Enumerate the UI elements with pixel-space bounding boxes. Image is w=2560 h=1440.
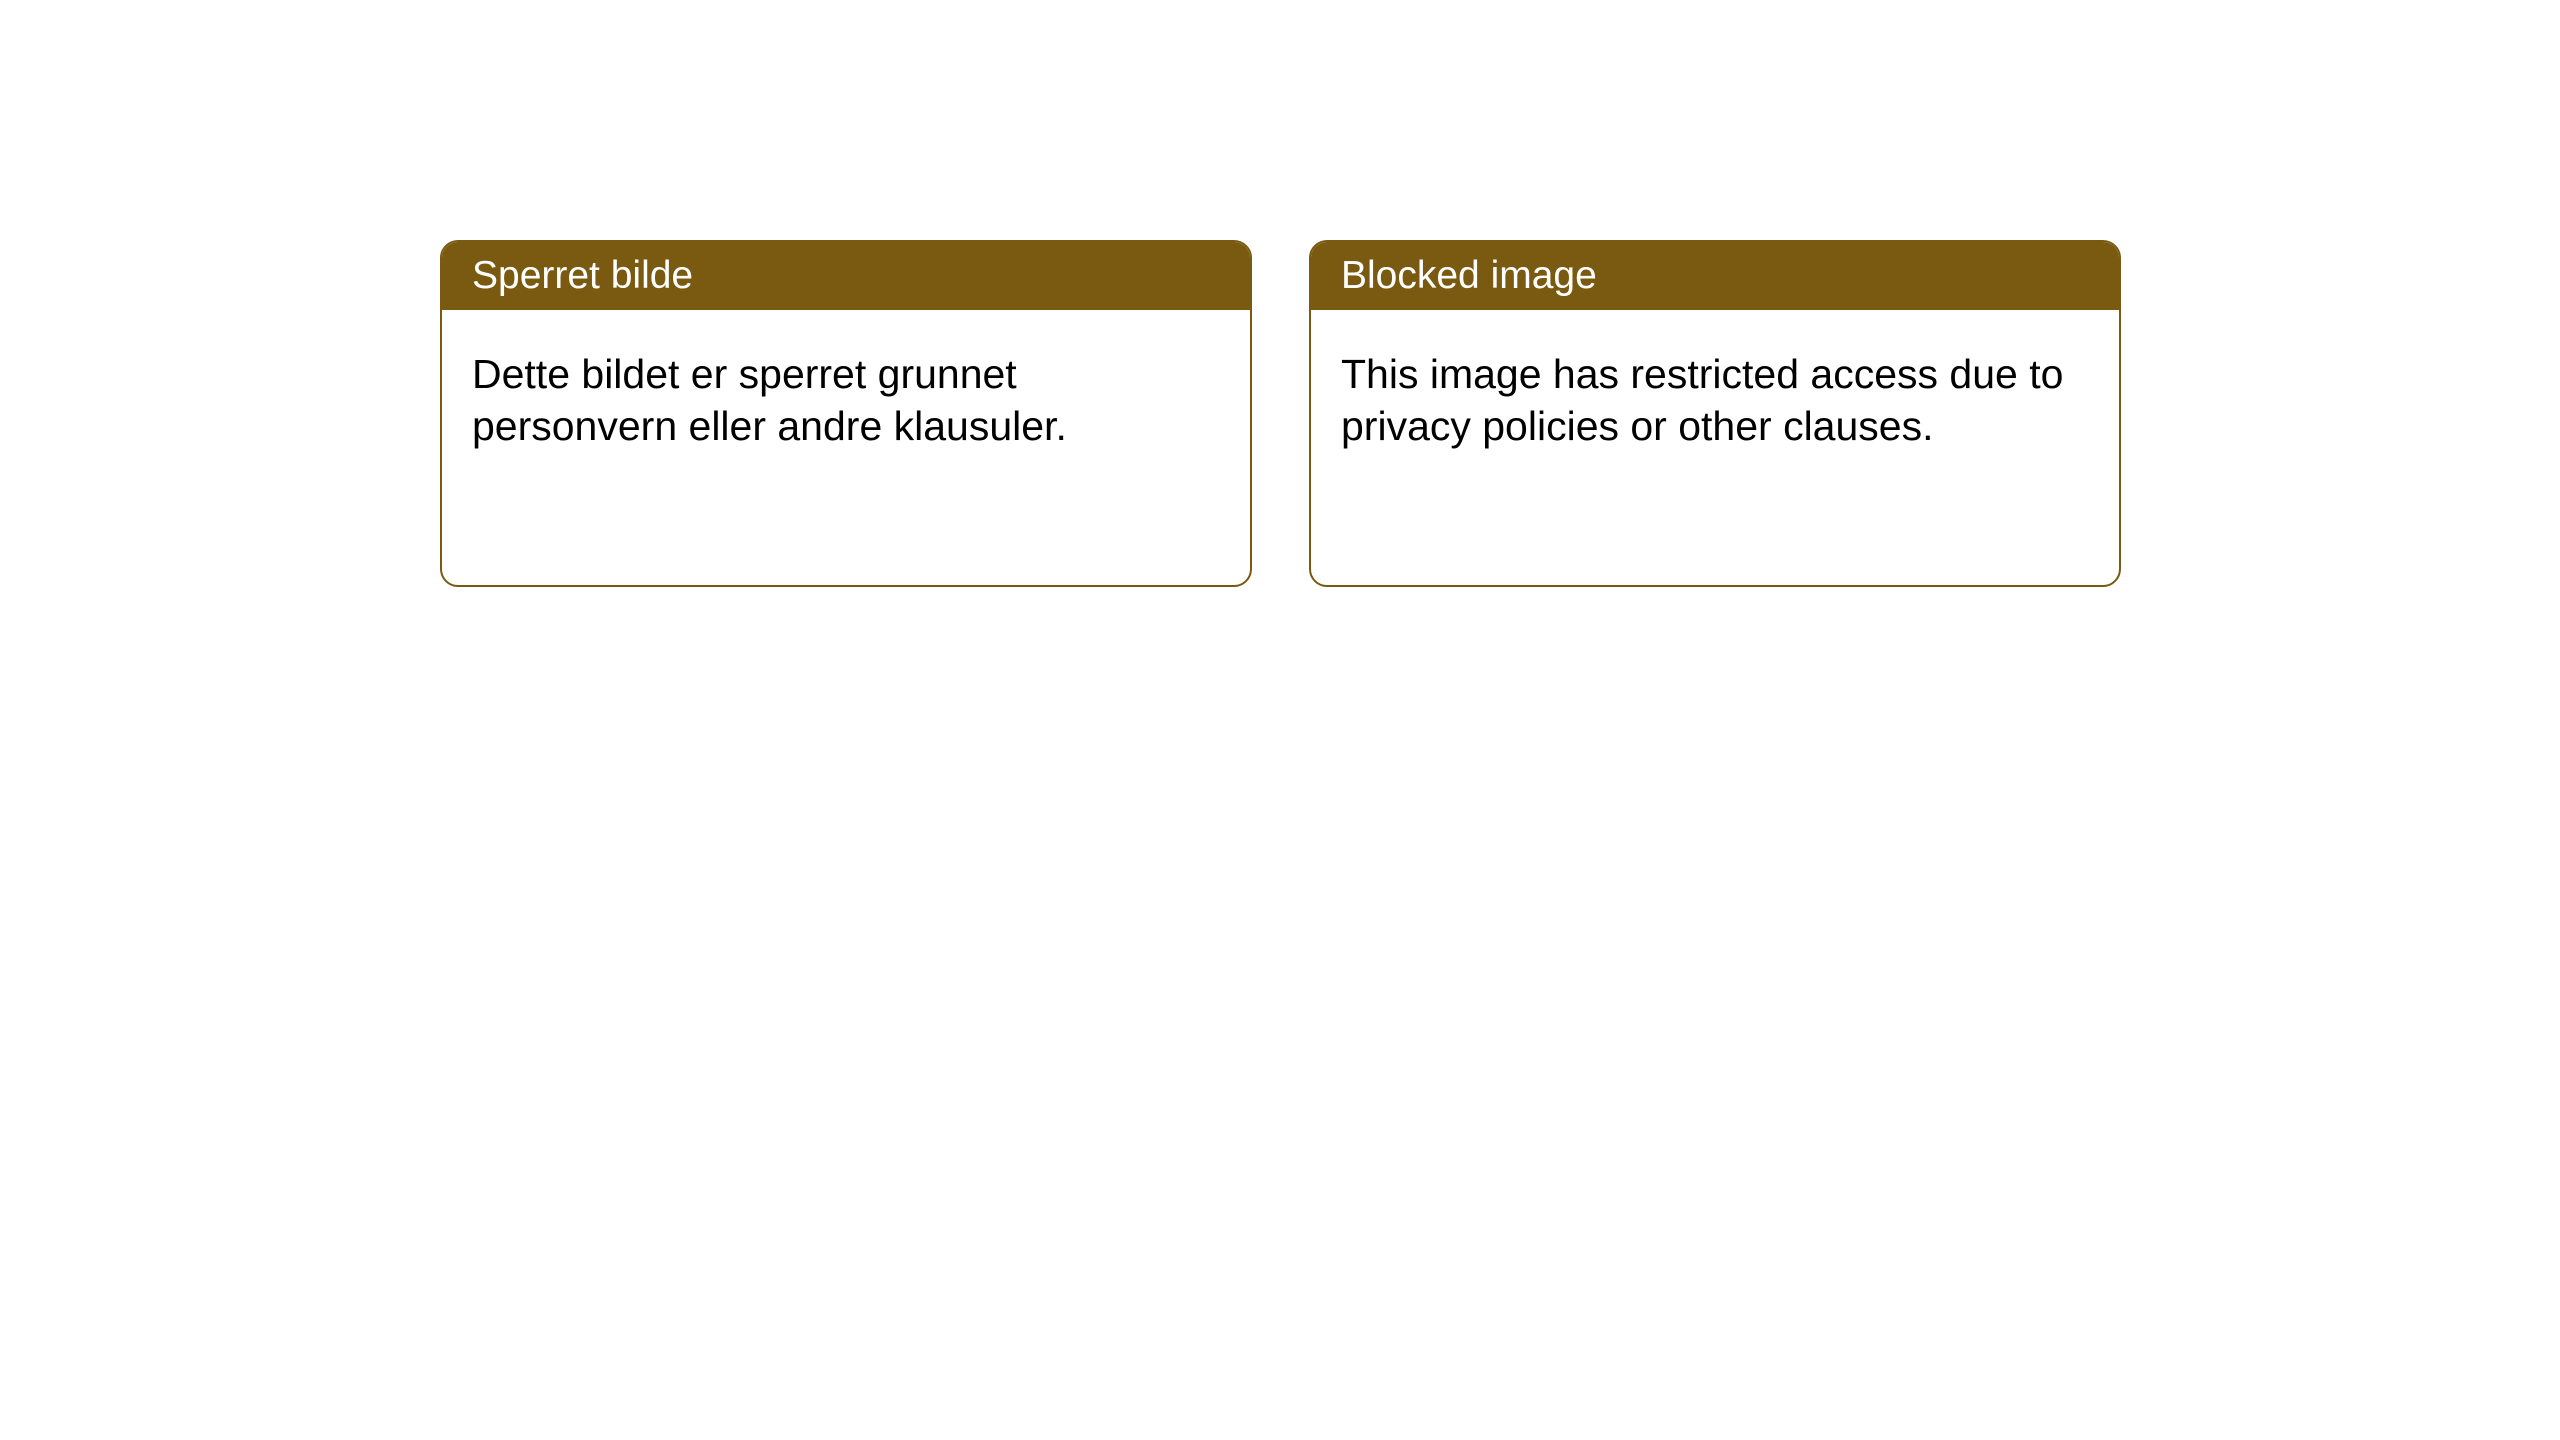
- notice-header-norwegian: Sperret bilde: [442, 242, 1250, 310]
- notice-card-norwegian: Sperret bilde Dette bildet er sperret gr…: [440, 240, 1252, 587]
- notice-container: Sperret bilde Dette bildet er sperret gr…: [440, 240, 2121, 587]
- notice-header-english: Blocked image: [1311, 242, 2119, 310]
- notice-body-norwegian: Dette bildet er sperret grunnet personve…: [442, 310, 1250, 585]
- notice-card-english: Blocked image This image has restricted …: [1309, 240, 2121, 587]
- notice-body-english: This image has restricted access due to …: [1311, 310, 2119, 585]
